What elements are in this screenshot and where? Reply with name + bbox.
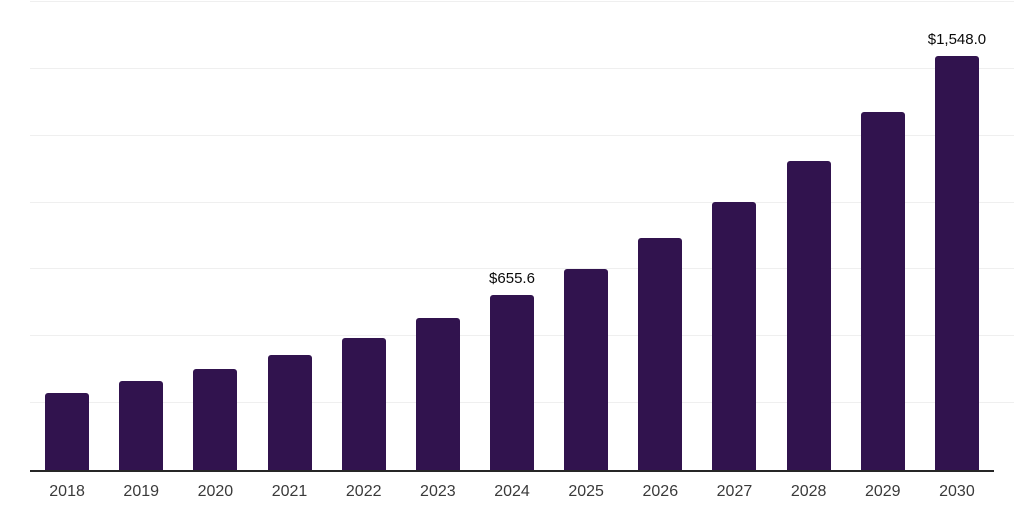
x-tick-2023: 2023 — [420, 483, 456, 500]
bar-2030[interactable] — [934, 56, 979, 470]
bar-2029[interactable] — [860, 111, 905, 470]
x-tick-2029: 2029 — [864, 483, 901, 500]
x-tick-2026: 2026 — [642, 483, 679, 500]
x-tick-2024: 2024 — [494, 483, 530, 500]
x-tick-2018: 2018 — [49, 483, 85, 500]
gridline-1500 — [30, 67, 1014, 69]
gridline-1750 — [30, 1, 1014, 2]
bar-2023[interactable] — [415, 317, 460, 470]
data-label-2024: $655.6 — [489, 269, 535, 287]
bar-2018[interactable] — [45, 392, 90, 470]
x-axis-tick-labels: 2018 2019 2020 2021 2022 2023 2024 2025 2026 2027… — [0, 483, 1024, 503]
bar-2028[interactable] — [786, 161, 831, 470]
x-axis-line — [30, 470, 994, 472]
plot-area: $655.6 $1,548.0 — [30, 2, 994, 470]
gridline-1250 — [30, 134, 1014, 136]
bar-2021[interactable] — [267, 354, 312, 470]
x-tick-2019: 2019 — [123, 483, 160, 500]
x-tick-2021: 2021 — [271, 483, 308, 500]
bar-2026[interactable] — [638, 238, 683, 470]
x-tick-2027: 2027 — [716, 483, 753, 500]
gridline-1000 — [30, 201, 1014, 203]
gridline-750 — [30, 268, 1014, 270]
x-tick-2020: 2020 — [197, 483, 234, 500]
x-tick-2028: 2028 — [790, 483, 827, 500]
x-tick-2022: 2022 — [345, 483, 382, 500]
bar-2022[interactable] — [341, 337, 386, 470]
bar-2020[interactable] — [193, 369, 238, 470]
x-tick-2025: 2025 — [568, 483, 604, 500]
bar-2019[interactable] — [119, 381, 164, 470]
data-label-2030: $1,548.0 — [927, 31, 987, 49]
x-tick-2030: 2030 — [939, 483, 975, 500]
bar-2024[interactable] — [490, 294, 534, 470]
bar-2025[interactable] — [564, 268, 609, 470]
bar-2027[interactable] — [712, 202, 757, 470]
